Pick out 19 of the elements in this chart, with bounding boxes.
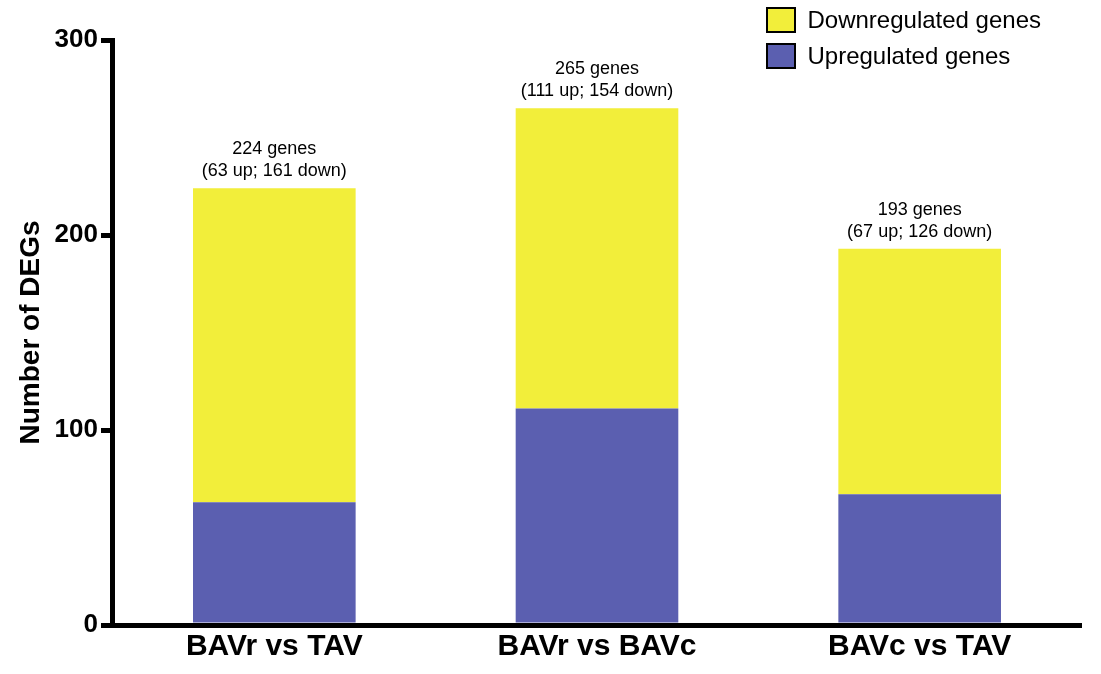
- bar: [515, 108, 679, 409]
- y-axis-title: Number of DEGs: [13, 220, 45, 445]
- x-tick-label: BAVr vs TAV: [185, 628, 363, 662]
- y-tick-label: 100: [54, 413, 98, 444]
- bar: [515, 408, 679, 623]
- bar: [838, 248, 1001, 495]
- x-tick-label: BAVr vs BAVc: [497, 628, 697, 662]
- bar: [193, 502, 356, 623]
- y-tick-label: 0: [83, 608, 98, 639]
- bar: [193, 188, 356, 503]
- x-tick-label: BAVc vs TAV: [827, 628, 1012, 662]
- y-tick-label: 200: [54, 218, 98, 249]
- annotation: 265 genes (111 up; 154 down): [520, 58, 674, 101]
- bar: [838, 494, 1001, 623]
- annotation: 193 genes (67 up; 126 down): [847, 198, 993, 241]
- legend-label: Downregulated genes: [807, 6, 1041, 34]
- annotation: 224 genes (63 up; 161 down): [201, 138, 347, 181]
- legend-label: Upregulated genes: [807, 42, 1011, 70]
- y-tick-label: 300: [54, 23, 98, 54]
